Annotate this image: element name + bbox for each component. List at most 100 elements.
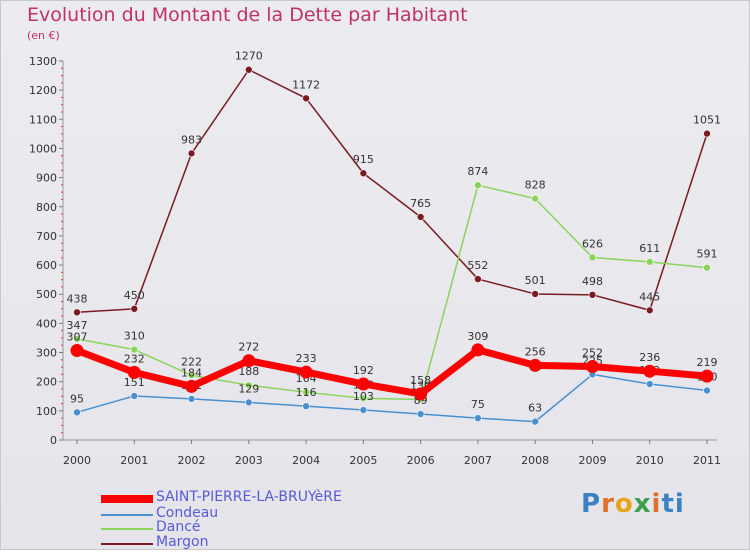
data-label: 874 xyxy=(467,165,488,178)
data-label: 103 xyxy=(353,390,374,403)
data-label: 222 xyxy=(181,355,202,368)
data-label: 915 xyxy=(353,153,374,166)
data-label: 498 xyxy=(582,275,603,288)
data-label: 1172 xyxy=(292,78,320,91)
data-point xyxy=(474,181,482,189)
data-point xyxy=(302,388,310,396)
data-point xyxy=(242,354,256,368)
x-tick-label: 2008 xyxy=(521,454,549,467)
y-tick-label: 1000 xyxy=(29,142,57,155)
y-tick-label: 200 xyxy=(36,376,57,389)
data-point xyxy=(187,371,196,380)
data-point xyxy=(130,345,139,354)
legend-swatch xyxy=(101,528,153,530)
series-line xyxy=(76,184,708,401)
y-tick-label: 0 xyxy=(50,434,57,447)
x-tick-label: 2001 xyxy=(120,454,148,467)
data-point xyxy=(187,395,196,403)
data-point xyxy=(703,129,711,138)
x-tick-label: 2005 xyxy=(349,454,377,467)
data-label: 233 xyxy=(296,352,317,365)
data-point xyxy=(645,306,654,315)
data-point xyxy=(359,394,368,403)
x-tick-label: 2006 xyxy=(407,454,435,467)
y-tick-label: 800 xyxy=(36,201,57,214)
y-tick-label: 700 xyxy=(36,230,57,243)
series-line xyxy=(76,68,708,314)
data-label: 438 xyxy=(67,292,88,305)
data-point xyxy=(127,365,141,379)
data-point xyxy=(700,369,714,383)
data-label: 232 xyxy=(124,352,145,365)
legend-swatch xyxy=(101,514,153,516)
data-label: 450 xyxy=(124,289,145,302)
legend-swatch xyxy=(101,543,153,545)
proxiti-logo: Proxiti xyxy=(581,489,685,519)
data-point xyxy=(416,410,425,418)
data-point xyxy=(70,343,84,357)
data-label: 219 xyxy=(697,356,718,369)
data-point xyxy=(130,305,139,313)
x-tick-label: 2010 xyxy=(636,454,664,467)
data-point xyxy=(185,379,199,393)
data-point xyxy=(703,386,711,395)
data-label: 184 xyxy=(181,366,202,379)
data-label: 591 xyxy=(697,248,718,261)
y-tick-label: 500 xyxy=(36,288,57,301)
data-point xyxy=(643,364,657,378)
data-point xyxy=(474,414,482,422)
x-tick-label: 2000 xyxy=(63,454,91,467)
data-label: 192 xyxy=(353,364,374,377)
data-point xyxy=(588,253,597,262)
data-label: 765 xyxy=(410,197,431,210)
data-point xyxy=(588,291,597,299)
data-point xyxy=(245,398,253,407)
data-label: 1270 xyxy=(235,50,263,63)
data-point xyxy=(302,402,310,410)
data-label: 307 xyxy=(67,330,88,343)
legend-label: Margon xyxy=(156,534,209,550)
data-point xyxy=(585,360,599,374)
legend-swatch xyxy=(101,495,153,503)
data-point xyxy=(359,169,368,178)
y-tick-label: 400 xyxy=(36,317,57,330)
data-label: 309 xyxy=(467,330,488,343)
data-point xyxy=(73,335,81,343)
data-point xyxy=(356,377,370,391)
data-label: 236 xyxy=(639,351,660,364)
y-tick-label: 1300 xyxy=(29,55,57,68)
y-tick-label: 1100 xyxy=(29,113,57,126)
series-line xyxy=(76,373,708,423)
y-tick-label: 100 xyxy=(36,405,57,418)
data-point xyxy=(299,365,313,379)
data-label: 129 xyxy=(238,382,259,395)
data-point xyxy=(414,387,428,401)
data-label: 158 xyxy=(410,374,431,387)
y-tick-label: 300 xyxy=(36,347,57,360)
data-label: 552 xyxy=(467,259,488,272)
data-label: 116 xyxy=(296,386,317,399)
data-label: 445 xyxy=(639,290,660,303)
legend-label: Dancé xyxy=(156,519,201,535)
data-label: 95 xyxy=(70,392,84,405)
data-point xyxy=(703,263,711,272)
data-label: 626 xyxy=(582,237,603,250)
data-label: 347 xyxy=(67,319,88,332)
data-point xyxy=(531,290,539,298)
x-tick-label: 2011 xyxy=(693,454,721,467)
data-point xyxy=(528,358,542,372)
data-point xyxy=(645,380,654,388)
data-label: 501 xyxy=(525,274,546,287)
y-tick-label: 600 xyxy=(36,259,57,272)
series-line xyxy=(75,346,708,398)
legend-label: SAINT-PIERRE-LA-BRUYèRE xyxy=(156,489,342,505)
data-label: 63 xyxy=(528,402,542,415)
data-label: 272 xyxy=(238,341,259,354)
data-label: 310 xyxy=(124,330,145,343)
chart-title: Evolution du Montant de la Dette par Hab… xyxy=(27,4,468,26)
data-point xyxy=(187,149,196,158)
x-tick-label: 2003 xyxy=(235,454,263,467)
x-tick-label: 2007 xyxy=(464,454,492,467)
